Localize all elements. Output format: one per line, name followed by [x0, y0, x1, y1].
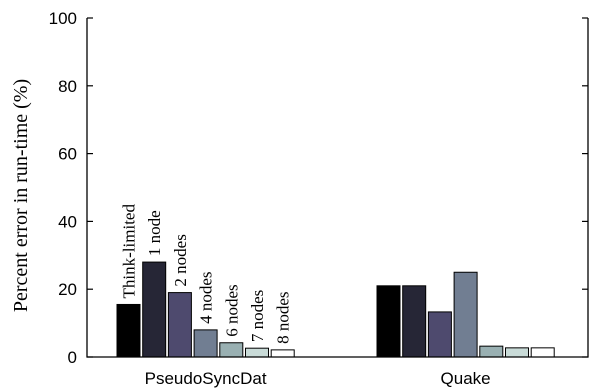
bar — [219, 342, 244, 358]
bar-labels-group: Think-limited 1 node 2 nodes 4 nodes 6 nodes… — [120, 204, 293, 344]
y-tick-label: 40 — [58, 212, 77, 231]
bars-group — [116, 261, 555, 358]
bar-series-label: 4 nodes — [197, 271, 216, 323]
bar-series-label: Think-limited — [120, 204, 139, 299]
bar — [402, 285, 427, 358]
bar — [270, 349, 295, 358]
category-labels-group: PseudoSyncDat Quake — [145, 369, 491, 388]
bar-series-label: 8 nodes — [274, 291, 293, 343]
y-tick-label: 60 — [58, 145, 77, 164]
bar — [453, 271, 478, 358]
bar — [505, 347, 529, 358]
y-tick-label: 0 — [68, 348, 77, 367]
bar — [376, 285, 401, 358]
axes-frame — [86, 18, 589, 358]
bar — [479, 345, 504, 358]
bar — [193, 329, 218, 358]
bar-series-label: 2 nodes — [171, 234, 190, 286]
bar-series-label: 6 nodes — [222, 284, 241, 336]
y-ticks-group: 0 20 40 60 80 100 — [49, 9, 588, 367]
bar — [116, 303, 141, 358]
y-axis-label: Percent error in run-time (%) — [10, 79, 32, 312]
y-tick-label: 80 — [58, 77, 77, 96]
category-label: PseudoSyncDat — [145, 369, 267, 388]
bar — [427, 311, 452, 358]
bar — [530, 347, 555, 358]
category-label: Quake — [441, 369, 491, 388]
bar — [245, 347, 269, 358]
bar — [167, 292, 192, 358]
y-tick-label: 100 — [49, 9, 77, 28]
bar-series-label: 7 nodes — [248, 290, 267, 342]
y-tick-label: 20 — [58, 280, 77, 299]
bar — [142, 261, 167, 358]
bar-series-label: 1 node — [145, 210, 164, 256]
